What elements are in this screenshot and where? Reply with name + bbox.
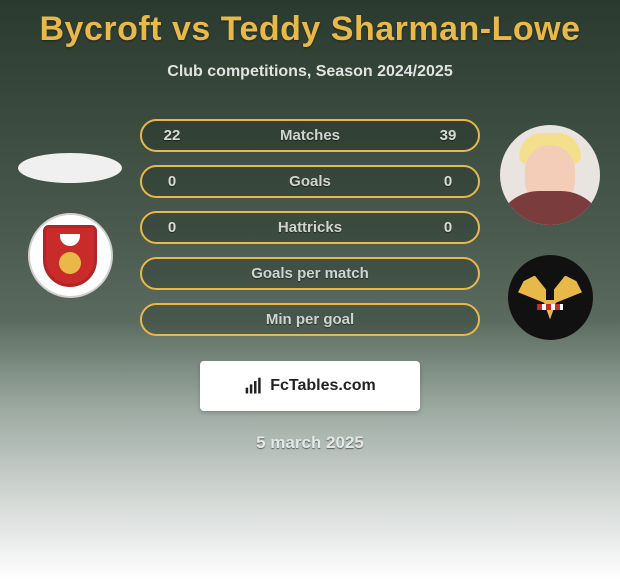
stat-left-value: 0 xyxy=(158,173,186,190)
watermark-text: FcTables.com xyxy=(270,377,376,395)
stat-right-value: 39 xyxy=(434,127,462,144)
subtitle: Club competitions, Season 2024/2025 xyxy=(0,63,620,81)
stat-right-value: 0 xyxy=(434,219,462,236)
stat-label: Hattricks xyxy=(186,219,434,236)
page-title: Bycroft vs Teddy Sharman-Lowe xyxy=(0,0,620,49)
right-side xyxy=(490,119,610,340)
stat-left-value: 22 xyxy=(158,127,186,144)
stats-list: 22 Matches 39 0 Goals 0 0 Hattricks 0 Go… xyxy=(140,119,480,411)
club-badge-right xyxy=(508,255,593,340)
stat-right-value: 0 xyxy=(434,173,462,190)
left-side xyxy=(10,119,130,298)
stat-row-mpg: Min per goal xyxy=(140,303,480,336)
stat-row-hattricks: 0 Hattricks 0 xyxy=(140,211,480,244)
stat-row-matches: 22 Matches 39 xyxy=(140,119,480,152)
bar-chart-icon xyxy=(244,376,264,396)
stat-row-gpm: Goals per match xyxy=(140,257,480,290)
stat-row-goals: 0 Goals 0 xyxy=(140,165,480,198)
stat-left-value: 0 xyxy=(158,219,186,236)
comparison-content: 22 Matches 39 0 Goals 0 0 Hattricks 0 Go… xyxy=(0,119,620,411)
player-avatar-right xyxy=(500,125,600,225)
watermark: FcTables.com xyxy=(200,361,420,411)
stat-label: Goals xyxy=(186,173,434,190)
club-badge-left xyxy=(28,213,113,298)
stat-label: Matches xyxy=(186,127,434,144)
shield-icon xyxy=(43,225,97,287)
bird-icon xyxy=(520,276,580,320)
stat-label: Min per goal xyxy=(186,311,434,328)
date-text: 5 march 2025 xyxy=(0,433,620,453)
stat-label: Goals per match xyxy=(186,265,434,282)
player-avatar-left xyxy=(18,153,122,183)
